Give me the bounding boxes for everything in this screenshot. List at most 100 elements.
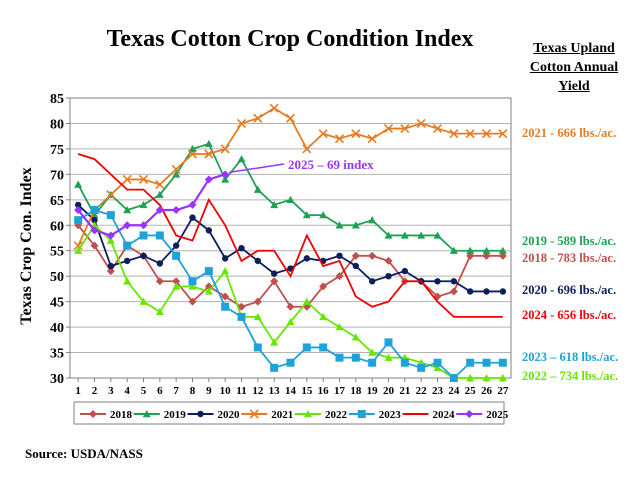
data-point — [433, 231, 442, 239]
data-point — [449, 246, 458, 254]
data-point — [74, 246, 83, 254]
legend-item-2024: 2024 — [402, 409, 456, 421]
data-point — [236, 118, 247, 129]
y-tick-label: 45 — [50, 296, 64, 311]
data-point — [123, 277, 132, 285]
yield-header-line-1: Texas Upland — [533, 41, 615, 56]
source-note: Source: USDA/NASS — [25, 446, 143, 461]
data-point — [433, 363, 442, 372]
data-point — [237, 312, 246, 321]
data-point — [335, 323, 344, 331]
data-point — [172, 277, 181, 286]
series-layer — [73, 103, 508, 382]
y-tick-label: 75 — [50, 143, 64, 158]
yield-label-2018: 2018 - 783 lbs./ac. — [522, 251, 616, 265]
data-point — [383, 123, 394, 134]
data-point — [304, 410, 312, 418]
data-point — [319, 282, 328, 291]
data-point — [286, 195, 295, 204]
series-2021 — [73, 103, 508, 251]
data-point — [138, 174, 149, 185]
data-point — [417, 231, 426, 239]
yield-header-line-2: Cotton Annual — [529, 60, 619, 75]
x-tick-label: 21 — [399, 385, 410, 397]
legend-box — [73, 401, 505, 425]
data-point — [433, 358, 442, 367]
data-point — [449, 374, 458, 382]
data-point — [221, 302, 230, 311]
data-point — [368, 348, 377, 356]
yield-label-2023: 2023 – 618 lbs./ac. — [522, 350, 618, 364]
x-tick-label: 20 — [383, 385, 395, 397]
data-point — [106, 267, 115, 276]
y-tick-label: 85 — [50, 92, 64, 107]
y-tick-label: 70 — [50, 168, 64, 183]
y-tick-label: 35 — [50, 347, 64, 362]
data-point — [319, 211, 328, 219]
data-point — [499, 288, 507, 295]
data-point — [449, 287, 458, 296]
data-point — [270, 270, 278, 277]
data-point — [188, 297, 197, 306]
series-line — [77, 204, 503, 293]
annotation-arrow — [229, 163, 285, 174]
data-point — [237, 155, 246, 163]
data-point — [368, 358, 377, 367]
x-tick-label: 25 — [465, 385, 477, 397]
x-tick-label: 7 — [173, 385, 179, 397]
data-point — [139, 297, 148, 305]
data-point — [466, 288, 474, 295]
data-point — [73, 241, 83, 251]
data-point — [123, 257, 131, 265]
data-point — [357, 410, 366, 418]
data-point — [270, 200, 279, 209]
data-point — [90, 206, 99, 214]
data-point — [172, 206, 181, 214]
series-line — [77, 173, 226, 237]
data-point — [367, 134, 377, 144]
y-tick-label: 40 — [50, 321, 64, 336]
data-point — [238, 244, 245, 252]
data-point — [498, 358, 507, 367]
x-tick-label: 8 — [190, 385, 196, 397]
yield-header: Texas Upland Cotton Annual Yield — [513, 39, 635, 96]
data-point — [204, 267, 213, 276]
data-point — [483, 288, 490, 295]
data-point — [335, 272, 344, 281]
data-point — [107, 262, 115, 270]
data-point — [204, 139, 213, 148]
data-point — [434, 278, 441, 285]
data-point — [351, 129, 361, 139]
data-point — [155, 307, 164, 316]
data-point — [335, 221, 344, 229]
legend-item-2018: 2018 — [80, 409, 133, 421]
x-tick-label: 2 — [92, 385, 98, 397]
legend-label: 2022 — [325, 409, 348, 421]
data-point — [221, 292, 230, 301]
yield-header-line-3: Yield — [558, 79, 590, 94]
data-point — [302, 297, 311, 305]
data-point — [197, 410, 204, 418]
legend-item-2020: 2020 — [187, 409, 240, 421]
data-point — [106, 211, 115, 220]
data-point — [368, 216, 377, 224]
data-point — [188, 200, 197, 209]
y-tick-label: 65 — [50, 194, 64, 209]
yield-label-2019: 2019 - 589 lbs./ac. — [522, 234, 616, 248]
data-point — [401, 267, 409, 275]
data-point — [74, 206, 83, 214]
data-point — [253, 297, 262, 306]
data-point — [482, 246, 491, 254]
legend-label: 2024 — [433, 409, 456, 421]
x-tick-label: 10 — [220, 385, 232, 397]
x-tick-label: 9 — [206, 385, 212, 397]
data-point — [481, 129, 492, 139]
x-tick-label: 26 — [481, 385, 493, 397]
data-point — [188, 277, 197, 286]
yield-label-2024: 2024 - 656 lbs./ac. — [522, 308, 616, 322]
legend-label: 2023 — [379, 409, 402, 421]
annotation-layer: 2025 – 69 index — [229, 157, 374, 174]
x-tick-label: 3 — [108, 385, 114, 397]
data-point — [204, 175, 213, 184]
data-point — [270, 277, 279, 286]
